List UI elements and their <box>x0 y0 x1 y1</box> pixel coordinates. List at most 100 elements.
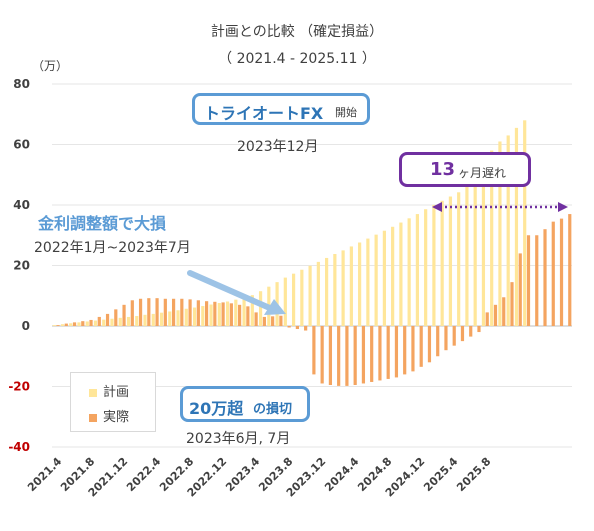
bar-actual <box>138 298 143 326</box>
legend: 計画 実際 <box>70 372 156 432</box>
legend-item-actual: 実際 <box>89 406 129 425</box>
bar-plan <box>325 257 329 326</box>
y-tick-label: 40 <box>13 198 30 212</box>
bar-plan <box>481 168 486 326</box>
bar-actual <box>180 298 184 326</box>
bar-actual <box>551 221 555 326</box>
delay-months: 13 <box>430 159 456 180</box>
bar-plan <box>366 238 370 326</box>
delay-suffix: ヶ月遅れ <box>458 166 507 180</box>
bar-actual <box>155 298 159 326</box>
bar-actual <box>460 326 465 342</box>
stop-loss-dates: 2023年6月, 7月 <box>186 431 291 447</box>
x-tick-label: 2021.4 <box>25 455 64 494</box>
delay-callout: 13 ヶ月遅れ <box>399 152 531 187</box>
bar-plan <box>242 297 246 326</box>
y-tick-label: 80 <box>13 77 30 91</box>
bar-plan <box>465 186 469 326</box>
bar-actual <box>254 312 258 326</box>
bar-actual <box>510 282 514 326</box>
bar-actual <box>89 319 93 326</box>
bar-actual <box>97 316 101 326</box>
bar-plan <box>77 322 81 326</box>
bar-actual <box>114 309 118 326</box>
y-tick-label: 20 <box>13 259 30 273</box>
bar-plan <box>135 316 139 326</box>
bar-actual <box>394 326 399 378</box>
chart-subtitle: （ 2021.4 - 2025.11 ） <box>218 51 376 67</box>
annotation-arrows <box>187 202 568 315</box>
big-loss-arrow-head <box>264 299 286 315</box>
bar-actual <box>370 326 374 382</box>
bar-actual <box>287 326 291 328</box>
bar-plan <box>498 141 502 326</box>
bar-actual <box>304 326 308 331</box>
y-tick-label: 60 <box>13 138 30 152</box>
bar-actual <box>485 312 489 326</box>
bar-actual <box>271 316 275 326</box>
bar-actual <box>419 326 423 367</box>
bar-actual <box>411 326 415 372</box>
bar-actual <box>279 315 283 326</box>
bar-actual <box>81 321 85 326</box>
legend-swatch-actual <box>89 413 97 422</box>
bar-actual <box>122 304 126 326</box>
bar-actual <box>436 326 440 357</box>
bar-actual <box>444 326 448 351</box>
bar-plan <box>201 306 205 326</box>
bar-plan <box>234 299 238 326</box>
bar-actual <box>312 326 316 375</box>
bar-plan <box>85 321 89 326</box>
bar-actual <box>378 326 382 381</box>
y-tick-label: -20 <box>8 380 30 394</box>
x-tick-label: 2025.4 <box>421 455 460 494</box>
bar-actual <box>188 299 192 326</box>
bar-actual <box>163 298 167 326</box>
bar-actual <box>361 326 366 384</box>
bar-plan <box>349 246 353 326</box>
bar-plan <box>399 222 403 326</box>
bar-plan <box>225 301 230 326</box>
trading-start-date: 2023年12月 <box>237 139 319 155</box>
bar-plan <box>258 291 263 326</box>
x-tick-label: 2025.8 <box>454 455 493 494</box>
bar-plan <box>415 214 420 326</box>
bar-plan <box>283 277 287 326</box>
bar-actual <box>502 297 506 326</box>
bar-plan <box>407 218 411 326</box>
y-axis-labels: 80 60 40 20 0 -20 -40 <box>8 77 30 454</box>
bar-plan <box>358 242 362 326</box>
x-tick-label: 2022.4 <box>124 455 163 494</box>
bar-actual <box>386 326 390 379</box>
bar-plan <box>143 314 147 326</box>
bar-plan <box>316 261 320 326</box>
chart-title: 計画との比較 （確定損益） <box>210 24 384 40</box>
bar-actual <box>171 298 176 326</box>
bar-actual <box>493 304 498 326</box>
bar-plan <box>60 324 65 326</box>
bar-actual <box>130 300 134 326</box>
bar-actual <box>337 326 341 386</box>
y-tick-label: 0 <box>22 319 30 333</box>
bar-actual <box>469 326 473 337</box>
bar-plan <box>192 307 197 326</box>
bar-plan <box>184 308 188 326</box>
legend-label-actual: 実際 <box>103 410 130 425</box>
bar-actual <box>345 326 349 386</box>
bar-plan <box>506 135 510 326</box>
bar-actual <box>559 218 564 326</box>
bar-plan <box>110 318 114 326</box>
bar-plan <box>291 273 296 326</box>
bar-actual <box>72 322 77 326</box>
bar-plan <box>300 269 304 326</box>
swap-loss-period: 2022年1月~2023年7月 <box>34 240 191 256</box>
stop-loss-callout: 20万超 の損切 <box>180 386 310 422</box>
stop-loss-label: 20万超 <box>189 399 244 418</box>
trading-start-label: トライオートFX <box>204 104 324 123</box>
bar-actual <box>204 301 209 326</box>
bar-plan <box>514 127 519 326</box>
bar-actual <box>238 304 242 326</box>
bar-plan <box>473 180 477 326</box>
bar-actual <box>568 214 572 326</box>
